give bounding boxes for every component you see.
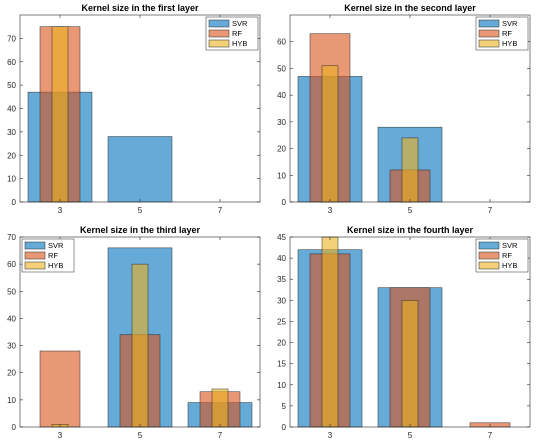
- panel-title: Kernel size in the fourth layer: [347, 225, 474, 235]
- legend-label-svr: SVR: [48, 241, 64, 250]
- y-tick-label: 30: [277, 118, 286, 127]
- y-tick-label: 30: [277, 296, 286, 305]
- y-tick-label: 50: [7, 81, 16, 90]
- x-tick-label: 7: [218, 206, 223, 215]
- y-tick-label: 20: [277, 339, 286, 348]
- y-tick-label: 10: [277, 171, 286, 180]
- x-tick-label: 5: [138, 206, 143, 215]
- legend-swatch-hyb: [208, 39, 230, 48]
- y-tick-label: 20: [7, 369, 16, 378]
- bar-hyb-5: [131, 263, 149, 428]
- x-tick-label: 3: [328, 431, 333, 440]
- legend-label-rf: RF: [502, 251, 512, 260]
- y-tick-label: 10: [7, 396, 16, 405]
- y-tick-label: 70: [7, 233, 16, 242]
- legend-label-rf: RF: [232, 29, 242, 38]
- panel-second-layer: 0 10 20 30 40 50 60 3 5 7 Kernel size in the secon…: [277, 3, 531, 215]
- y-tick-label: 60: [7, 260, 16, 269]
- y-tick-label: 10: [7, 175, 16, 184]
- legend-label-svr: SVR: [502, 241, 518, 250]
- y-tick-label: 30: [7, 342, 16, 351]
- y-tick-label: 50: [277, 64, 286, 73]
- legend-label-svr: SVR: [232, 19, 248, 28]
- panel-first-layer: 0 10 20 30 40 50 60 70 3 5 7 Kernel size in the fir…: [7, 3, 261, 215]
- legend-swatch-svr: [478, 241, 500, 250]
- y-tick-label: 40: [277, 91, 286, 100]
- bar-hyb-3: [321, 65, 339, 203]
- legend-label-rf: RF: [48, 251, 58, 260]
- y-tick-label: 40: [277, 254, 286, 263]
- y-tick-label: 60: [7, 58, 16, 67]
- y-tick-label: 5: [282, 402, 287, 411]
- x-tick-label: 7: [218, 431, 223, 440]
- legend-label-hyb: HYB: [232, 39, 247, 48]
- legend-label-hyb: HYB: [502, 39, 517, 48]
- y-tick-label: 20: [277, 145, 286, 154]
- legend-label-svr: SVR: [502, 19, 518, 28]
- y-tick-label: 0: [282, 423, 287, 432]
- legend-swatch-rf: [478, 29, 500, 38]
- panel-title: Kernel size in the second layer: [344, 3, 476, 13]
- legend-swatch-svr: [208, 19, 230, 28]
- legend-swatch-hyb: [478, 39, 500, 48]
- bar-hyb-7: [211, 388, 229, 428]
- y-tick-label: 15: [277, 360, 286, 369]
- x-tick-label: 7: [488, 206, 493, 215]
- bar-hyb-5: [401, 300, 419, 428]
- panel-title: Kernel size in the third layer: [80, 225, 201, 235]
- y-tick-label: 40: [7, 314, 16, 323]
- y-tick-label: 10: [277, 381, 286, 390]
- bar-rf-3: [39, 350, 81, 428]
- y-tick-label: 20: [7, 151, 16, 160]
- x-tick-label: 7: [488, 431, 493, 440]
- y-tick-label: 40: [7, 105, 16, 114]
- panel-title: Kernel size in the first layer: [81, 3, 199, 13]
- y-tick-label: 70: [7, 34, 16, 43]
- legend-swatch-hyb: [478, 261, 500, 270]
- legend-swatch-hyb: [24, 261, 46, 270]
- bar-hyb-5: [401, 137, 419, 203]
- legend-swatch-rf: [208, 29, 230, 38]
- legend-swatch-rf: [24, 251, 46, 260]
- x-tick-label: 5: [408, 206, 413, 215]
- x-tick-label: 5: [408, 431, 413, 440]
- y-tick-label: 45: [277, 233, 286, 242]
- y-tick-label: 0: [12, 423, 17, 432]
- legend-swatch-rf: [478, 251, 500, 260]
- x-tick-label: 5: [138, 431, 143, 440]
- x-tick-label: 3: [58, 431, 63, 440]
- y-tick-label: 0: [12, 198, 17, 207]
- legend-swatch-svr: [478, 19, 500, 28]
- legend-swatch-svr: [24, 241, 46, 250]
- legend-label-hyb: HYB: [48, 261, 63, 270]
- y-tick-label: 30: [7, 128, 16, 137]
- bar-hyb-3: [321, 236, 339, 428]
- y-tick-label: 50: [7, 287, 16, 296]
- legend-label-hyb: HYB: [502, 261, 517, 270]
- x-tick-label: 3: [58, 206, 63, 215]
- legend-label-rf: RF: [502, 29, 512, 38]
- bar-hyb-3: [51, 26, 69, 203]
- panel-third-layer: 0 10 20 30 40 50 60 70 3 5 7 Kernel size in the thi…: [7, 225, 261, 440]
- y-tick-label: 0: [282, 198, 287, 207]
- y-tick-label: 25: [277, 317, 286, 326]
- x-tick-label: 3: [328, 206, 333, 215]
- bar-svr-5: [107, 136, 173, 203]
- y-tick-label: 35: [277, 275, 286, 284]
- y-tick-label: 60: [277, 38, 286, 47]
